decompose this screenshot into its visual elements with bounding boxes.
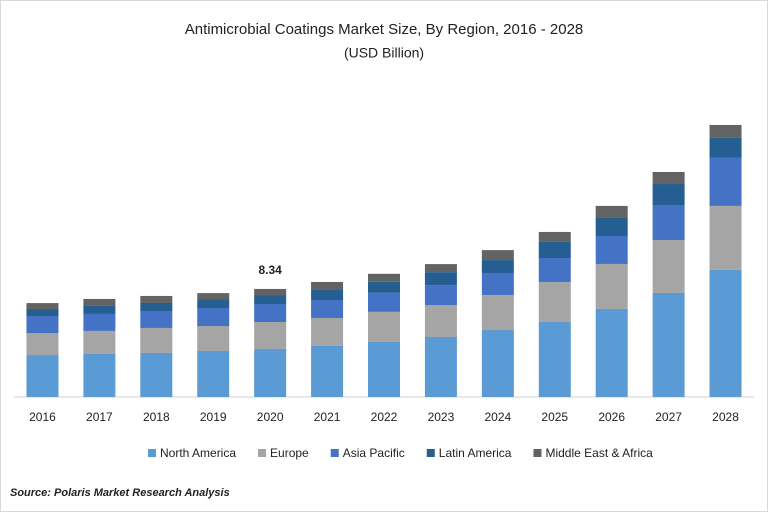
bar-segment <box>197 326 230 352</box>
bar-segment <box>652 171 685 185</box>
legend-swatch <box>426 449 435 457</box>
legend-label: Asia Pacific <box>343 446 405 460</box>
bar-segment <box>652 184 685 206</box>
bar-segment <box>652 292 685 397</box>
bar-segment <box>538 281 571 322</box>
bar-segment <box>709 269 742 397</box>
bar-segment <box>709 137 742 158</box>
bar-segment <box>424 337 457 397</box>
legend-label: Europe <box>270 446 309 460</box>
bar-segment <box>26 309 59 317</box>
bar-segment <box>26 316 59 334</box>
x-tick-label: 2022 <box>371 410 398 424</box>
x-tick-label: 2021 <box>314 410 341 424</box>
bar-segment <box>311 317 344 346</box>
bar-segment <box>140 352 173 397</box>
bar-segment <box>254 321 287 349</box>
bar-segment <box>709 124 742 138</box>
bar-segment <box>83 330 116 354</box>
legend-swatch <box>148 449 156 457</box>
bar-segment <box>538 241 571 258</box>
legend-swatch <box>533 449 542 457</box>
bar-segment <box>595 308 628 397</box>
legend-swatch <box>330 449 339 457</box>
bar-segment <box>83 353 116 397</box>
x-tick-label: 2017 <box>86 410 113 424</box>
x-tick-label: 2024 <box>484 410 511 424</box>
bar-segment <box>481 295 514 331</box>
bar-segment <box>481 250 514 261</box>
chart-title: Antimicrobial Coatings Market Size, By R… <box>185 21 584 38</box>
bar-segment <box>709 205 742 270</box>
bar-segment <box>368 281 400 293</box>
bar-segment <box>368 273 400 282</box>
bar-segment <box>595 235 628 264</box>
bar-segment <box>538 231 571 242</box>
legend-swatch <box>258 449 267 457</box>
bar-segment <box>709 157 742 206</box>
bar-segment <box>481 260 514 274</box>
bar-segment <box>311 345 344 397</box>
source: Source: Polaris Market Research Analysis <box>10 487 230 499</box>
bar-segment <box>311 299 344 318</box>
bar-segment <box>481 273 514 296</box>
bar-segment <box>424 272 457 286</box>
bar-segment <box>197 299 230 309</box>
x-tick-label: 2019 <box>200 410 227 424</box>
bar-segment <box>26 355 59 397</box>
bar-segment <box>368 311 400 342</box>
bar-segment <box>197 351 230 397</box>
bar-segment <box>424 305 457 338</box>
bar-segment <box>652 239 685 293</box>
bar-segment <box>83 298 116 306</box>
bar-segment <box>254 348 287 397</box>
bar-segment <box>83 313 116 331</box>
x-tick-label: 2020 <box>257 410 284 424</box>
bar-segment <box>595 263 628 309</box>
bar-segment <box>368 292 400 312</box>
x-tick-label: 2023 <box>428 410 455 424</box>
x-tick-label: 2027 <box>655 410 682 424</box>
bar-segment <box>424 264 457 273</box>
x-tick-label: 2018 <box>143 410 170 424</box>
bar-segment <box>26 333 59 356</box>
bar-segment <box>254 303 287 322</box>
bar-segment <box>197 308 230 327</box>
total-label: 8.34 <box>258 263 282 277</box>
bar-segment <box>538 321 571 397</box>
legend-label: Middle East & Africa <box>545 446 653 460</box>
bar-segment <box>140 327 173 353</box>
legend-label: North America <box>160 446 236 460</box>
bar-segment <box>424 285 457 306</box>
bar-segment <box>595 205 628 218</box>
x-tick-label: 2025 <box>541 410 568 424</box>
bar-segment <box>140 302 173 311</box>
x-tick-label: 2026 <box>598 410 625 424</box>
bar-segment <box>140 310 173 328</box>
bar-segment <box>254 288 287 296</box>
bar-segment <box>140 295 173 303</box>
bar-segment <box>254 295 287 304</box>
bar-segment <box>652 205 685 240</box>
chart-subtitle: (USD Billion) <box>344 45 424 61</box>
legend-label: Latin America <box>439 446 512 460</box>
bar-segment <box>83 305 116 314</box>
bar-segment <box>481 330 514 397</box>
bar-segment <box>311 281 344 290</box>
bar-segment <box>368 341 400 397</box>
bar-segment <box>595 217 628 236</box>
bar-segment <box>197 293 230 300</box>
bar-segment <box>538 257 571 282</box>
bar-segment <box>311 289 344 300</box>
bar-segment <box>26 303 59 310</box>
x-tick-label: 2016 <box>29 410 56 424</box>
x-tick-label: 2028 <box>712 410 739 424</box>
